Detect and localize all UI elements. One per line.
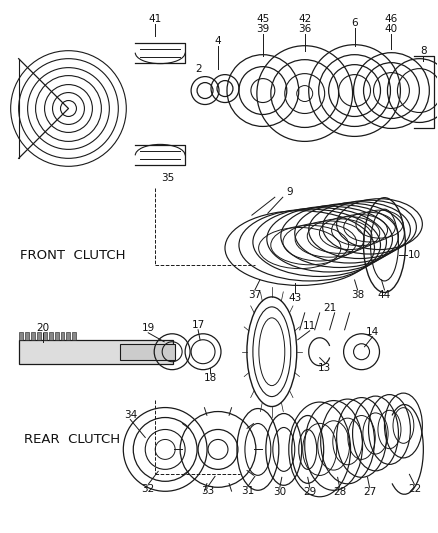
Bar — [72, 332, 77, 340]
Text: 35: 35 — [162, 173, 175, 183]
Text: 18: 18 — [203, 373, 217, 383]
Bar — [19, 340, 173, 364]
Text: 17: 17 — [191, 320, 205, 330]
Bar — [37, 332, 41, 340]
Text: 2: 2 — [195, 63, 201, 74]
Text: 19: 19 — [141, 323, 155, 333]
Text: 22: 22 — [408, 484, 421, 494]
Text: 39: 39 — [256, 24, 269, 34]
Text: 9: 9 — [286, 187, 293, 197]
Text: 38: 38 — [351, 290, 364, 300]
Bar — [19, 332, 23, 340]
Text: 29: 29 — [303, 487, 316, 497]
Text: 13: 13 — [318, 362, 331, 373]
Bar — [67, 332, 71, 340]
Text: 34: 34 — [124, 409, 137, 419]
Text: 41: 41 — [148, 14, 162, 24]
Text: 33: 33 — [201, 486, 215, 496]
Text: 6: 6 — [351, 18, 358, 28]
Text: 40: 40 — [385, 24, 398, 34]
Text: FRONT  CLUTCH: FRONT CLUTCH — [20, 248, 125, 262]
Text: 44: 44 — [378, 290, 391, 300]
Text: 21: 21 — [323, 303, 336, 313]
Bar — [49, 332, 53, 340]
Text: 8: 8 — [420, 46, 427, 55]
Bar — [31, 332, 35, 340]
Text: 4: 4 — [215, 36, 221, 46]
Text: 46: 46 — [385, 14, 398, 24]
Text: 43: 43 — [288, 293, 301, 303]
Bar — [120, 344, 175, 360]
Text: 45: 45 — [256, 14, 269, 24]
Bar — [25, 332, 28, 340]
Text: 11: 11 — [303, 321, 316, 331]
Text: REAR  CLUTCH: REAR CLUTCH — [25, 433, 120, 446]
Text: 36: 36 — [298, 24, 311, 34]
Text: 31: 31 — [241, 486, 254, 496]
Text: 14: 14 — [366, 327, 379, 337]
Text: 42: 42 — [298, 14, 311, 24]
Text: 28: 28 — [333, 487, 346, 497]
Text: 10: 10 — [408, 250, 421, 260]
Text: 30: 30 — [273, 487, 286, 497]
Bar — [54, 332, 59, 340]
Bar — [42, 332, 46, 340]
Text: 27: 27 — [363, 487, 376, 497]
Text: 32: 32 — [141, 484, 155, 494]
Text: 37: 37 — [248, 290, 261, 300]
Bar — [60, 332, 64, 340]
Text: 20: 20 — [36, 323, 49, 333]
